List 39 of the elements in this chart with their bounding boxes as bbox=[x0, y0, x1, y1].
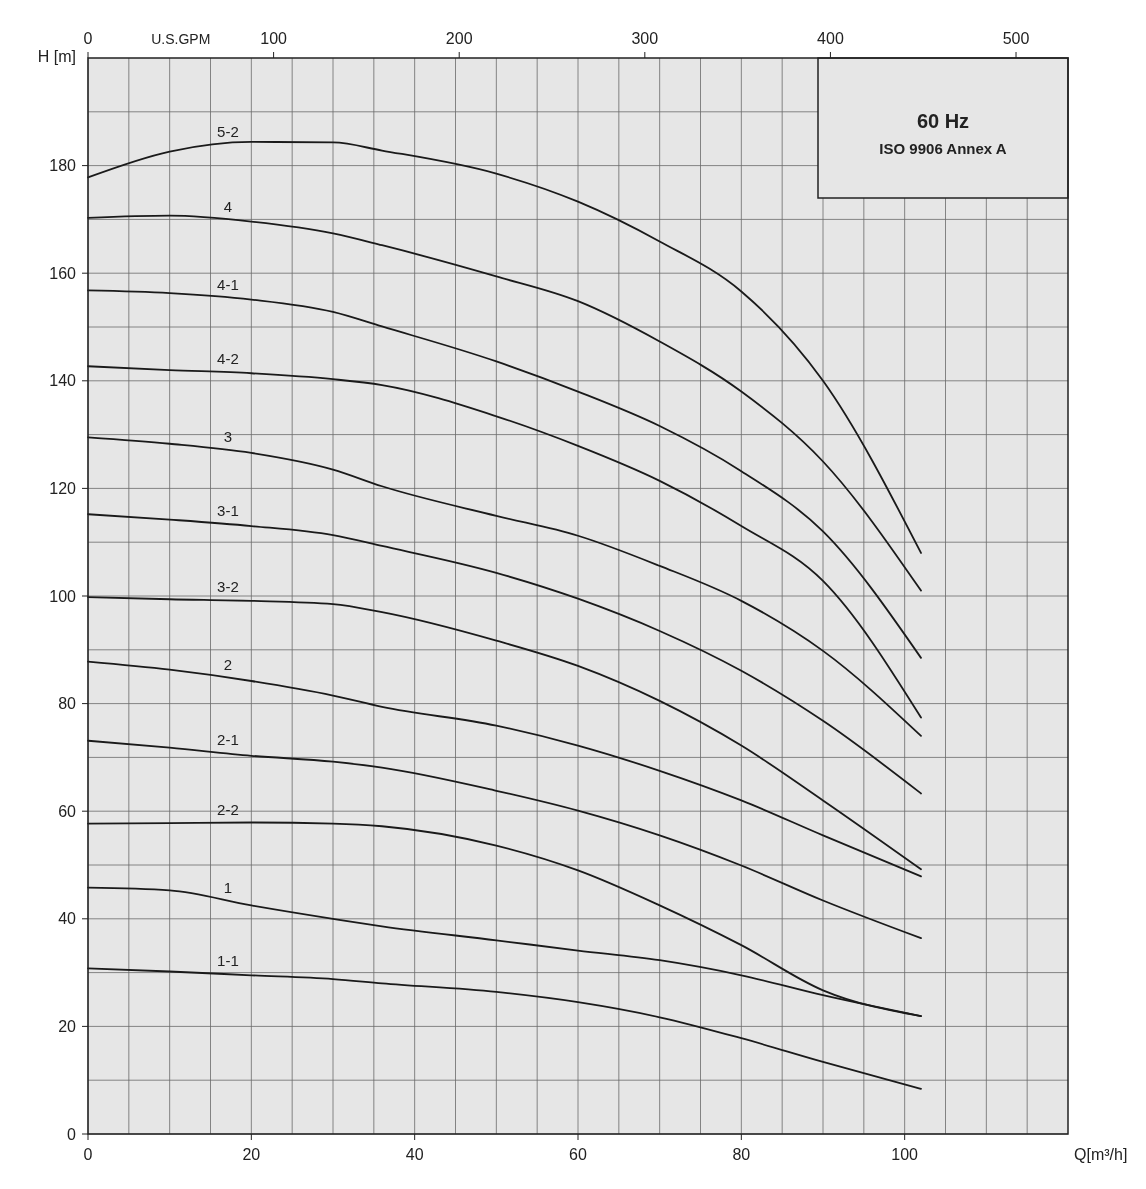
x-tick-label: 100 bbox=[891, 1146, 919, 1163]
series-label: 3-1 bbox=[217, 502, 239, 520]
y-axis-title: H [m] bbox=[37, 48, 76, 65]
y-tick-label: 80 bbox=[58, 695, 77, 713]
series-label: 2-2 bbox=[217, 800, 239, 818]
series-label: 4 bbox=[223, 197, 233, 215]
x-tick-label: 20 bbox=[242, 1146, 261, 1163]
y-tick-label: 0 bbox=[67, 1125, 77, 1143]
x-tick-label: 80 bbox=[732, 1146, 751, 1163]
series-label: 4-1 bbox=[217, 275, 239, 293]
series-label: 4-2 bbox=[217, 350, 239, 368]
y-tick-label: 120 bbox=[49, 480, 77, 497]
x-axis-title: Q[m³/h] bbox=[1074, 1146, 1128, 1163]
y-tick-label: 180 bbox=[49, 157, 77, 175]
x-tick-label: 0 bbox=[83, 1146, 93, 1163]
x2-tick-label: 0 bbox=[83, 30, 93, 47]
y-tick-label: 20 bbox=[58, 1018, 77, 1035]
y-tick-label: 60 bbox=[58, 802, 77, 820]
series-label: 3-2 bbox=[217, 578, 239, 596]
annotation: 60 Hz bbox=[916, 110, 970, 132]
series-label: 1-1 bbox=[217, 952, 239, 970]
y-tick-label: 40 bbox=[58, 910, 77, 928]
x2-tick-label: 100 bbox=[260, 30, 288, 47]
series-label: 2-1 bbox=[217, 731, 239, 749]
series-label: 5-2 bbox=[217, 122, 239, 140]
x2-tick-label: 400 bbox=[817, 30, 844, 47]
y-tick-label: 140 bbox=[49, 372, 77, 390]
x2-tick-label: 200 bbox=[445, 30, 473, 47]
series-label: 3 bbox=[223, 428, 233, 446]
series-label: 2 bbox=[223, 655, 233, 673]
series-label: 1 bbox=[223, 879, 233, 897]
x-tick-label: 60 bbox=[569, 1146, 587, 1163]
x2-axis-title: U.S.GPM bbox=[151, 31, 211, 47]
x2-tick-label: 500 bbox=[1002, 30, 1030, 47]
x-tick-label: 40 bbox=[405, 1146, 424, 1163]
y-tick-label: 160 bbox=[49, 264, 77, 282]
annotation: ISO 9906 Annex A bbox=[879, 140, 1007, 157]
y-tick-label: 100 bbox=[49, 587, 77, 605]
x2-tick-label: 300 bbox=[631, 30, 659, 47]
